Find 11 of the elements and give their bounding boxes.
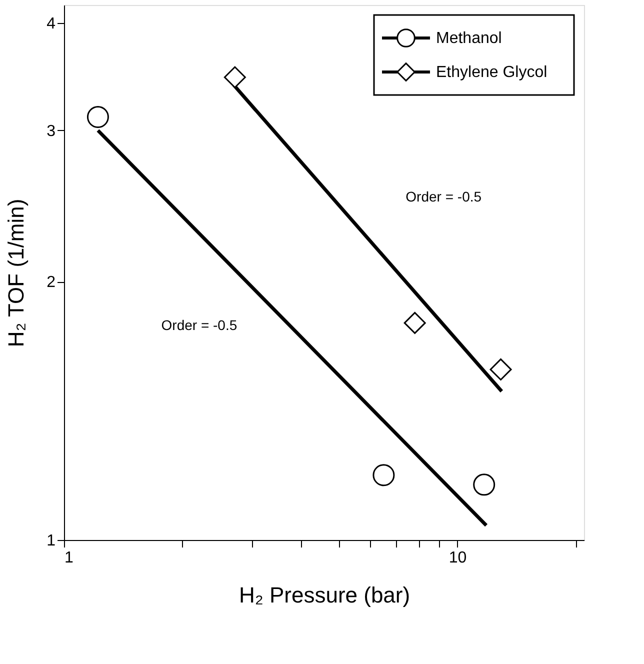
y-tick-label: 3 — [46, 122, 56, 140]
x-axis-title: H₂ Pressure (bar) — [238, 582, 410, 608]
annotation: Order = -0.5 — [406, 188, 482, 205]
y-tick-label: 4 — [46, 16, 56, 33]
annotation: Order = -0.5 — [161, 317, 238, 333]
x-tick-label: 10 — [448, 550, 467, 566]
legend-label: Ethylene Glycol — [436, 64, 548, 81]
y-tick-label: 2 — [46, 274, 56, 292]
y-tick-label: 1 — [46, 532, 56, 550]
y-axis-title: H₂ TOF (1/min) — [4, 198, 29, 348]
legend-label: Methanol — [436, 30, 502, 47]
